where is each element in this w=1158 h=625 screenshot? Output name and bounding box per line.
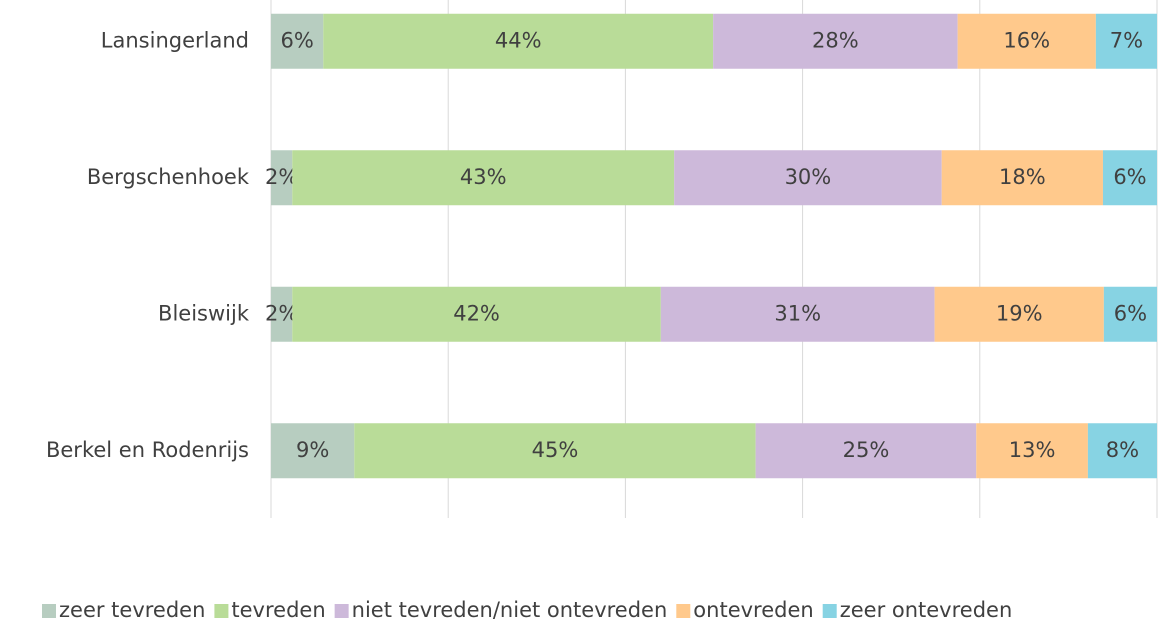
bar-segment (957, 13, 1096, 69)
bar-segment (1102, 150, 1157, 206)
data-label: 30% (785, 165, 832, 189)
data-label: 7% (1110, 28, 1143, 52)
legend-label: tevreden (231, 598, 325, 622)
category-label: Berkel en Rodenrijs (46, 438, 249, 462)
legend-swatch (42, 604, 56, 618)
legend-swatch (334, 604, 349, 618)
bar-segment (941, 150, 1103, 206)
bar-segment (660, 286, 935, 342)
bar-segment (1103, 286, 1157, 342)
bar-segment (354, 423, 756, 479)
bar-segment (271, 286, 293, 342)
bar-segment (292, 150, 675, 206)
bar-segment (271, 13, 324, 69)
legend-label: ontevreden (693, 598, 813, 622)
bar-segment (292, 286, 661, 342)
category-label: Bleiswijk (158, 301, 250, 325)
data-label: 6% (1114, 301, 1147, 325)
category-label: Lansingerland (101, 28, 249, 52)
legend-swatch (214, 604, 229, 618)
bar-segment (976, 423, 1088, 479)
data-label: 43% (460, 165, 507, 189)
bar-segment (934, 286, 1104, 342)
legend-swatch (676, 604, 691, 618)
bar-segment (713, 13, 958, 69)
data-label: 45% (532, 438, 579, 462)
legend-label: zeer tevreden (59, 598, 205, 622)
data-label: 42% (453, 301, 500, 325)
legend-label: niet tevreden/niet ontevreden (352, 598, 668, 622)
data-label: 28% (812, 28, 859, 52)
legend-swatch (822, 604, 837, 618)
data-label: 8% (1106, 438, 1139, 462)
data-label: 9% (296, 438, 329, 462)
data-label: 6% (1113, 165, 1146, 189)
data-label: 13% (1009, 438, 1056, 462)
data-label: 19% (996, 301, 1043, 325)
bar-segment (271, 150, 293, 206)
bar-segment (271, 423, 355, 479)
data-label: 25% (843, 438, 890, 462)
bar-segment (755, 423, 977, 479)
data-label: 16% (1003, 28, 1050, 52)
data-label: 6% (280, 28, 313, 52)
bar-segment (1095, 13, 1157, 69)
bar-segment (1087, 423, 1157, 479)
bar-segment (674, 150, 942, 206)
legend-label: zeer ontevreden (840, 598, 1013, 622)
data-label: 44% (495, 28, 542, 52)
data-label: 31% (774, 301, 821, 325)
category-label: Bergschenhoek (87, 165, 250, 189)
bar-segment (323, 13, 714, 69)
data-label: 18% (999, 165, 1046, 189)
